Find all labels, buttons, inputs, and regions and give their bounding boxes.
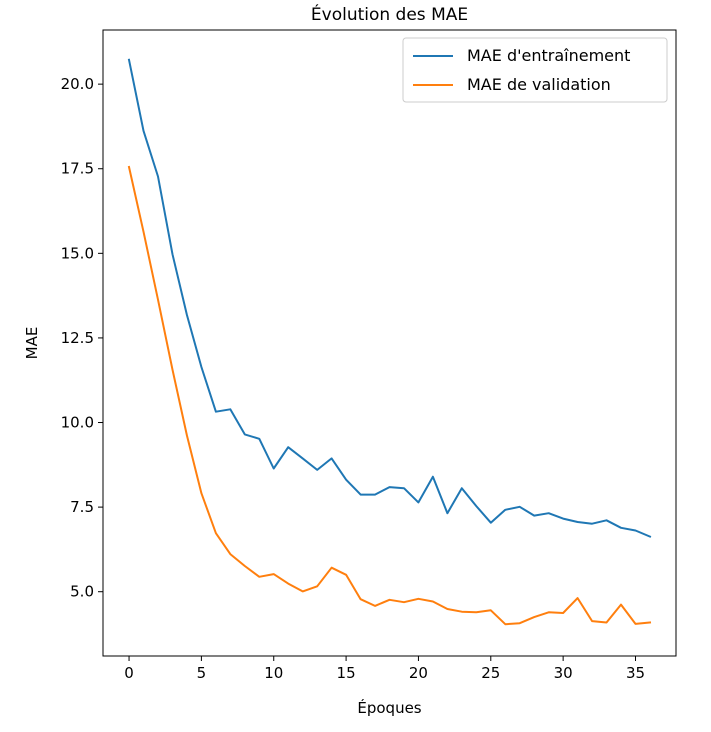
series-line-validation xyxy=(127,165,652,626)
y-tick-label: 10.0 xyxy=(61,414,94,432)
axes-frame xyxy=(102,29,677,657)
y-tick-label: 5.0 xyxy=(70,583,94,601)
x-tick-label: 15 xyxy=(337,664,356,682)
y-tick-label: 20.0 xyxy=(61,75,94,93)
y-tick-label: 17.5 xyxy=(61,160,94,178)
x-tick-label: 20 xyxy=(409,664,428,682)
chart-title: Évolution des MAE xyxy=(311,3,468,25)
x-tick-label: 30 xyxy=(554,664,573,682)
legend-box xyxy=(402,37,668,103)
x-tick-label: 5 xyxy=(197,664,207,682)
x-axis-title: Époques xyxy=(357,698,421,717)
y-tick-label: 7.5 xyxy=(70,498,94,516)
x-tick-label: 25 xyxy=(481,664,500,682)
y-tick-label: 12.5 xyxy=(61,329,94,347)
series-line-training xyxy=(127,58,652,538)
plot-area: 0 5 10 15 20 25 30 35 5.0 7.5 10.0 12.5 15.0 17.5 20.0… xyxy=(61,29,677,682)
y-axis-title: MAE xyxy=(23,327,41,360)
x-tick-label: 10 xyxy=(264,664,283,682)
y-tick-label: 15.0 xyxy=(61,244,94,262)
x-tick-label: 0 xyxy=(124,664,134,682)
legend-label: MAE d'entraînement xyxy=(467,46,630,65)
legend-label: MAE de validation xyxy=(467,75,611,94)
x-tick-label: 35 xyxy=(626,664,645,682)
